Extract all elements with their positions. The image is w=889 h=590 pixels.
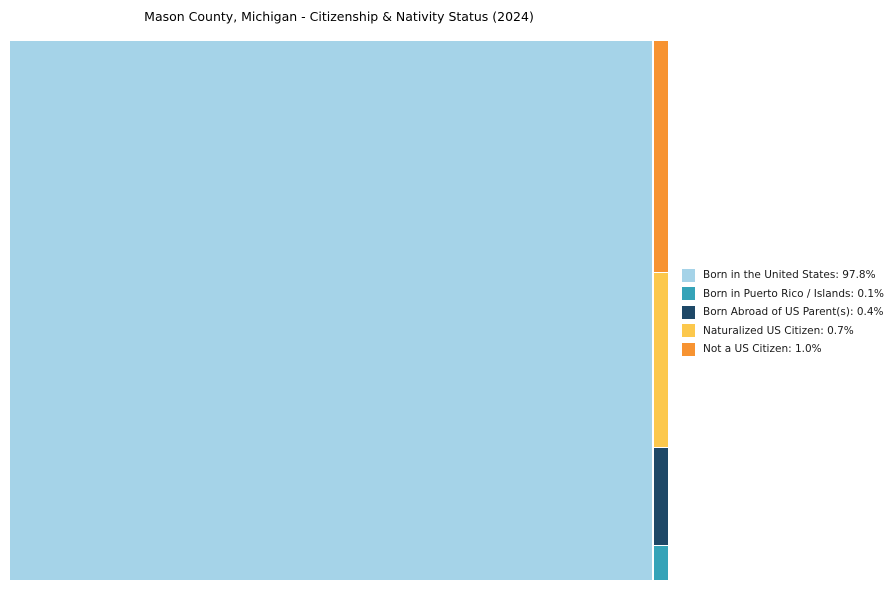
treemap-plot-area [10,41,668,580]
legend-label-born-in-us: Born in the United States: 97.8% [703,269,876,282]
legend-item-born-in-us: Born in the United States: 97.8% [682,266,884,285]
legend-label-born-abroad: Born Abroad of US Parent(s): 0.4% [703,306,884,319]
treemap-tile-not-us-citizen [654,41,668,272]
legend-swatch-born-in-us [682,268,695,282]
treemap-tile-naturalized-citizen [654,272,668,447]
treemap-minor-strip [654,41,668,580]
chart-legend: Born in the United States: 97.8% Born in… [682,266,884,359]
legend-label-not-citizen: Not a US Citizen: 1.0% [703,343,822,356]
treemap-tile-born-in-us [10,41,652,580]
legend-label-born-puerto-rico: Born in Puerto Rico / Islands: 0.1% [703,287,885,300]
legend-swatch-naturalized [682,324,695,338]
treemap-tile-born-puerto-rico-islands [654,545,668,580]
chart-title: Mason County, Michigan - Citizenship & N… [144,9,534,24]
legend-swatch-born-puerto-rico [682,287,695,301]
legend-swatch-born-abroad [682,305,695,319]
legend-item-born-abroad: Born Abroad of US Parent(s): 0.4% [682,303,884,322]
legend-item-born-puerto-rico: Born in Puerto Rico / Islands: 0.1% [682,285,884,304]
legend-item-naturalized: Naturalized US Citizen: 0.7% [682,322,884,341]
legend-label-naturalized: Naturalized US Citizen: 0.7% [703,324,854,337]
legend-item-not-citizen: Not a US Citizen: 1.0% [682,340,884,359]
treemap-tile-born-abroad-us-parents [654,447,668,545]
legend-swatch-not-citizen [682,342,695,356]
